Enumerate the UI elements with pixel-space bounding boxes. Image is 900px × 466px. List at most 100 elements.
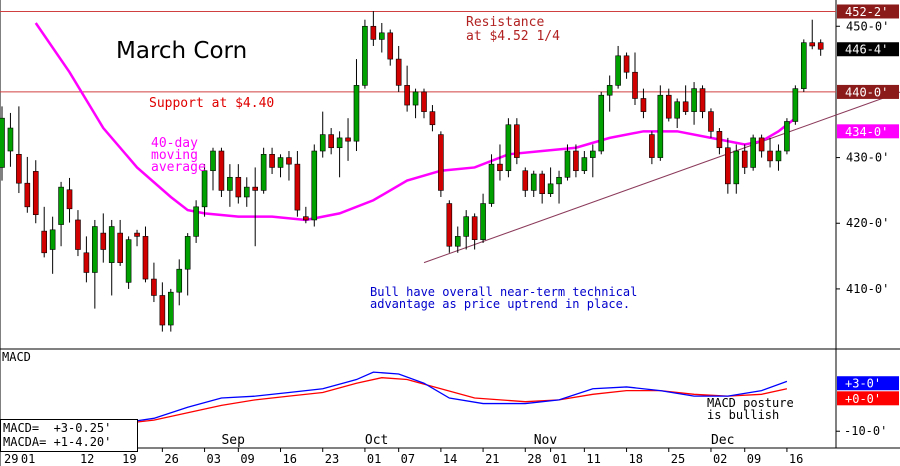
candle xyxy=(108,219,115,296)
price-tick-label: 420-0' xyxy=(846,216,889,230)
candle-body xyxy=(387,32,394,60)
x-day-label: 09 xyxy=(240,452,254,466)
candle-body xyxy=(49,229,56,250)
candle-body xyxy=(682,101,689,112)
candle-body xyxy=(800,42,807,89)
candle-body xyxy=(336,137,343,149)
chart-title: March Corn xyxy=(116,38,248,64)
candle-body xyxy=(319,134,326,152)
moving-average-line xyxy=(34,22,797,222)
candle-body xyxy=(665,94,672,119)
candle-body xyxy=(117,232,123,263)
x-day-label: 28 xyxy=(527,452,541,466)
candle-body xyxy=(345,137,351,142)
candle xyxy=(328,128,334,155)
candle xyxy=(750,134,756,171)
candle xyxy=(227,164,233,207)
candle-body xyxy=(741,150,748,168)
price-tag: 440-0' xyxy=(837,84,899,99)
x-month-label: Oct xyxy=(365,433,388,448)
candle xyxy=(286,151,292,181)
price-tag-bg xyxy=(837,84,899,99)
candle xyxy=(412,88,419,119)
candle xyxy=(775,144,782,171)
candle xyxy=(184,233,191,296)
candle-body xyxy=(151,278,157,296)
candle xyxy=(674,98,681,129)
candle xyxy=(404,65,410,112)
x-day-label: 09 xyxy=(747,452,761,466)
candle-body xyxy=(41,230,48,254)
candle-body xyxy=(142,236,149,280)
x-day-label: 23 xyxy=(325,452,339,466)
x-day-label: 02 xyxy=(713,452,727,466)
candle xyxy=(362,19,368,89)
candle xyxy=(497,144,503,181)
candle xyxy=(269,147,275,174)
candle-body xyxy=(286,157,292,165)
candle xyxy=(311,144,318,227)
price-tag-label: 452-2' xyxy=(845,5,888,19)
candle xyxy=(24,156,31,213)
price-tag: 446-4' xyxy=(837,42,899,57)
candle-body xyxy=(674,101,681,119)
candle-body xyxy=(184,236,191,270)
commentary-annotation: Bull have overall near-term technical ad… xyxy=(370,285,638,311)
candle xyxy=(522,167,529,197)
candle-body xyxy=(488,163,495,204)
candle xyxy=(210,147,216,191)
candle-body xyxy=(725,147,731,185)
candle xyxy=(716,128,723,155)
candle-body xyxy=(564,150,571,178)
candle-body xyxy=(429,111,436,126)
x-day-label: 03 xyxy=(207,452,221,466)
candle-body xyxy=(463,216,470,237)
macd-readout-box: MACD= +3-0.25' MACDA= +1-4.20' xyxy=(0,419,138,452)
candle-body xyxy=(125,239,132,283)
candle-body xyxy=(176,268,183,293)
macda-readout: MACDA= +1-4.20' xyxy=(3,435,112,449)
macd-tag-label: +0-0' xyxy=(845,392,881,406)
candle xyxy=(201,164,208,217)
candle-body xyxy=(294,163,301,211)
candle-body xyxy=(767,150,773,162)
macd-tag: +3-0' xyxy=(837,376,899,391)
candle-body xyxy=(632,71,638,99)
candle-body xyxy=(716,131,723,149)
candle-body xyxy=(168,291,174,326)
candle-body xyxy=(438,134,444,191)
x-day-label: 01 xyxy=(367,452,381,466)
candle xyxy=(606,75,613,112)
candle-body xyxy=(412,91,419,106)
candle xyxy=(471,213,478,250)
candle-body xyxy=(530,173,537,191)
candle-body xyxy=(269,154,275,168)
candle xyxy=(438,131,444,197)
candle-body xyxy=(817,42,824,50)
candle-body xyxy=(573,150,579,172)
price-tag-bg xyxy=(837,42,899,57)
candle-body xyxy=(809,42,816,47)
candle xyxy=(260,147,267,194)
candle xyxy=(573,144,579,178)
candle xyxy=(117,219,123,266)
candle xyxy=(92,219,98,309)
candle-body xyxy=(260,154,267,191)
candle-body xyxy=(66,189,73,210)
candle-body xyxy=(784,121,790,152)
support-annotation: Support at $4.40 xyxy=(149,96,275,111)
candle-body xyxy=(311,150,318,221)
candle-body xyxy=(83,252,90,273)
candle xyxy=(142,226,149,283)
candle xyxy=(530,170,537,197)
candle xyxy=(303,206,309,224)
candle-body xyxy=(92,226,98,273)
candle xyxy=(75,210,81,257)
macd-comment: MACD posture is bullish xyxy=(707,396,794,422)
candle xyxy=(387,29,394,66)
x-day-label: 14 xyxy=(443,452,457,466)
x-day-label: 26 xyxy=(164,452,178,466)
candle xyxy=(193,200,199,243)
candle xyxy=(691,82,697,125)
